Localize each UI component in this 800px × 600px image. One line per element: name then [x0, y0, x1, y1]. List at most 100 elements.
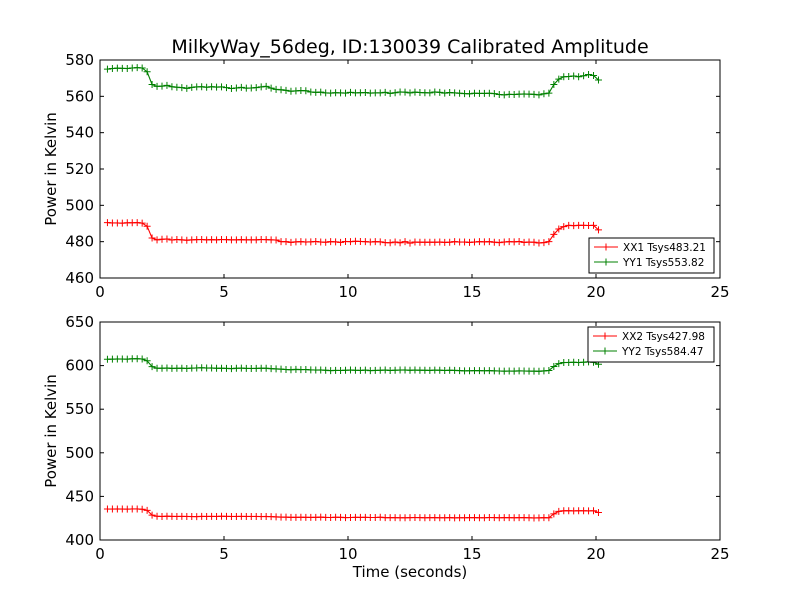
legend-marker	[601, 332, 609, 340]
data-point	[590, 507, 598, 515]
data-point	[287, 238, 295, 246]
data-point	[594, 509, 602, 517]
data-point	[168, 83, 176, 91]
data-point	[143, 68, 151, 76]
x-tick-label: 5	[219, 545, 229, 563]
top-plot: 0 5 10 15 20 25 460 480 500 520 540 560 580 Power in …	[42, 51, 730, 301]
legend-label: YY1 Tsys553.82	[622, 257, 704, 269]
data-point	[188, 83, 196, 91]
x-tick-label: 0	[95, 283, 105, 301]
data-point	[545, 89, 553, 97]
y-tick-label: 500	[65, 196, 94, 214]
legend-box	[588, 237, 715, 274]
y-tick-label: 600	[65, 357, 94, 375]
data-point	[590, 221, 598, 229]
x-tick-label: 20	[586, 545, 605, 563]
data-point	[143, 506, 151, 514]
x-axis-label: Time (seconds)	[352, 563, 468, 581]
x-tick-label: 25	[710, 545, 729, 563]
data-point	[580, 72, 588, 80]
data-point	[406, 89, 414, 97]
data-point	[550, 510, 558, 518]
data-point	[391, 89, 399, 97]
data-point	[317, 88, 325, 96]
y-tick-label: 480	[65, 233, 94, 251]
y-tick-label: 560	[65, 87, 94, 105]
y-tick-label: 650	[65, 313, 94, 331]
y-tick-label: 500	[65, 444, 94, 462]
data-point	[227, 85, 235, 93]
data-point	[446, 238, 454, 246]
bottom-plot: 0 5 10 15 20 25 400 450 500 550 600 650 Power in Kel…	[42, 313, 730, 581]
data-point	[594, 226, 602, 234]
legend-marker	[602, 258, 610, 266]
y-tick-label: 540	[65, 124, 94, 142]
data-point	[386, 89, 394, 97]
y-axis-label: Power in Kelvin	[42, 112, 60, 226]
data-point	[153, 236, 161, 244]
legend-label: YY2 Tsys584.47	[621, 346, 703, 358]
data-point	[168, 236, 176, 244]
legend-label: XX2 Tsys427.98	[622, 331, 705, 343]
data-point	[143, 357, 151, 365]
data-point	[232, 84, 240, 92]
x-tick-label: 10	[338, 545, 357, 563]
y-tick-label: 580	[65, 51, 94, 69]
y-tick-label: 550	[65, 400, 94, 418]
legend-marker	[601, 347, 609, 355]
x-tick-label: 20	[586, 283, 605, 301]
data-point	[322, 238, 330, 246]
data-point	[183, 84, 191, 92]
data-point	[148, 234, 156, 242]
data-point	[346, 88, 354, 96]
data-point	[386, 239, 394, 247]
data-point	[401, 88, 409, 96]
y-tick-label: 460	[65, 269, 94, 287]
data-point	[535, 91, 543, 99]
data-point	[312, 237, 320, 245]
data-point	[391, 238, 399, 246]
data-point	[138, 355, 146, 363]
data-point	[337, 238, 345, 246]
data-point	[133, 219, 141, 227]
data-point	[376, 89, 384, 97]
data-point	[590, 71, 598, 79]
x-tick-label: 10	[338, 283, 357, 301]
data-point	[426, 89, 434, 97]
data-point	[565, 73, 573, 81]
series-2	[103, 355, 602, 375]
data-point	[540, 90, 548, 98]
data-point	[237, 83, 245, 91]
data-point	[545, 514, 553, 522]
data-point	[401, 238, 409, 246]
data-point	[103, 65, 111, 73]
data-point	[178, 84, 186, 92]
data-point	[198, 83, 206, 91]
data-point	[218, 83, 226, 91]
data-point	[277, 86, 285, 94]
x-tick-label: 15	[462, 545, 481, 563]
chart-title: MilkyWay_56deg, ID:130039 Calibrated Amp…	[171, 36, 648, 58]
y-axis-label: Power in Kelvin	[42, 374, 60, 488]
data-point	[550, 81, 558, 89]
data-point	[262, 82, 270, 90]
data-point	[545, 366, 553, 374]
data-point	[500, 91, 508, 99]
data-point	[515, 237, 523, 245]
data-point	[302, 87, 310, 95]
data-point	[203, 83, 211, 91]
data-point	[406, 239, 414, 247]
x-tick-label: 15	[462, 283, 481, 301]
data-point	[466, 90, 474, 98]
legend-marker	[602, 243, 610, 251]
data-point	[570, 72, 578, 80]
x-tick-label: 5	[219, 283, 229, 301]
data-point	[555, 75, 563, 83]
data-point	[282, 86, 290, 94]
data-point	[163, 235, 171, 243]
data-point	[252, 84, 260, 92]
data-point	[342, 89, 350, 97]
data-point	[555, 360, 563, 368]
